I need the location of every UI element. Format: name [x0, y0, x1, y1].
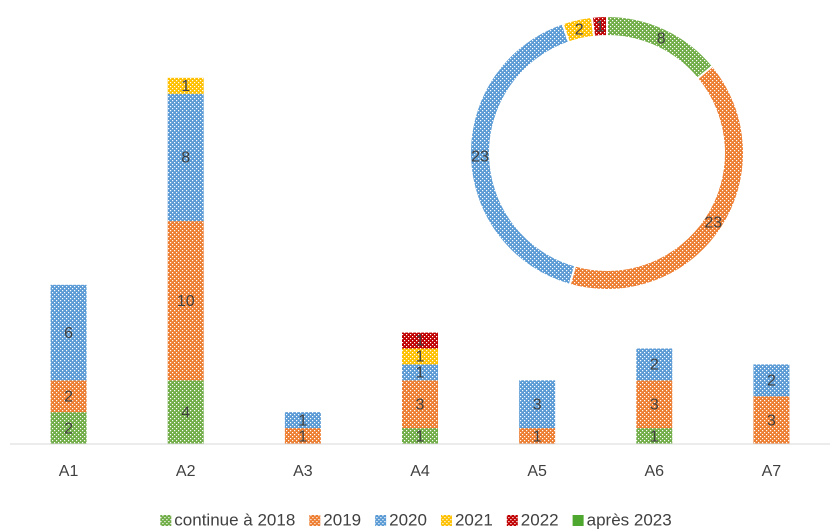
donut-slice: [590, 14, 608, 38]
x-tick-label: A5: [527, 463, 547, 480]
x-tick-label: A6: [644, 463, 664, 480]
legend-swatch: [572, 515, 584, 526]
data-label: 3: [533, 396, 542, 413]
bar-segment: [636, 428, 673, 444]
bar-segment: [402, 364, 438, 381]
data-label: 1: [416, 365, 425, 382]
data-label: 2: [64, 388, 73, 405]
bar-segment: [636, 348, 673, 381]
bar-segment: [167, 93, 204, 222]
bar-segment: [402, 348, 438, 365]
data-label: 2: [575, 21, 584, 38]
bar-segment: [50, 284, 87, 381]
legend-label: 2019: [323, 510, 361, 529]
bar-segment: [753, 364, 790, 397]
bar-segment: [402, 380, 438, 429]
data-label: 1: [596, 18, 605, 35]
bar-segment: [284, 412, 321, 429]
data-label: 4: [181, 404, 190, 421]
legend-label: après 2023: [587, 510, 672, 529]
bar-segment: [636, 380, 673, 429]
data-label: 1: [298, 428, 307, 445]
bar-segment: [50, 412, 87, 444]
data-label: 10: [177, 293, 195, 310]
x-tick-label: A1: [59, 463, 79, 480]
data-label: 3: [767, 412, 776, 429]
data-label: 1: [181, 78, 190, 95]
legend-swatch: [506, 515, 518, 526]
legend-label: 2021: [455, 510, 493, 529]
data-label: 3: [416, 396, 425, 413]
data-label: 8: [181, 150, 190, 167]
data-label: 1: [650, 428, 659, 445]
bar-segment: [167, 221, 204, 381]
bar-segment: [519, 380, 556, 429]
data-label: 1: [298, 412, 307, 429]
data-label: 23: [704, 215, 722, 232]
data-label: 2: [767, 373, 776, 390]
legend-swatch: [440, 515, 452, 526]
x-tick-label: A2: [176, 463, 196, 480]
bar-segment: [167, 380, 204, 444]
bar-segment: [167, 77, 204, 94]
x-tick-label: A4: [410, 463, 430, 480]
x-tick-label: A7: [762, 463, 782, 480]
data-label: 2: [650, 357, 659, 374]
legend-label: continue à 2018: [174, 510, 295, 529]
data-label: 1: [416, 428, 425, 445]
legend-swatch: [309, 515, 321, 526]
legend-label: 2020: [389, 510, 427, 529]
legend: continue à 2018 2019 2020 2021 2022 après 202…: [160, 510, 672, 529]
data-label: 3: [650, 396, 659, 413]
data-label: 8: [657, 30, 666, 47]
data-label: 1: [416, 333, 425, 350]
legend-swatch: [375, 515, 387, 526]
data-label: 1: [533, 428, 542, 445]
bar-segment: [50, 380, 87, 413]
data-label: 1: [416, 349, 425, 366]
legend-swatch: [160, 515, 172, 526]
data-label: 23: [471, 149, 489, 166]
bar-segment: [284, 428, 321, 444]
bar-segment: [519, 428, 556, 444]
bar-segment: [402, 332, 438, 349]
x-tick-label: A3: [293, 463, 313, 480]
data-label: 6: [64, 325, 73, 342]
legend-label: 2022: [521, 510, 559, 529]
data-label: 2: [64, 420, 73, 437]
donut-slice: [568, 64, 745, 291]
bar-segment: [402, 428, 438, 444]
bar-segment: [753, 396, 790, 444]
